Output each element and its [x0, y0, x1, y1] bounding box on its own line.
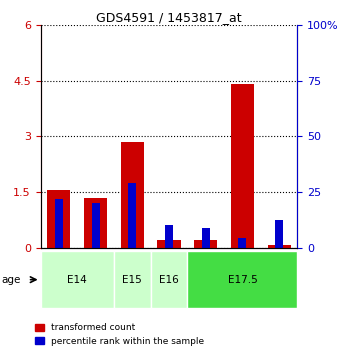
Bar — [202, 228, 210, 248]
Bar — [121, 142, 144, 248]
Title: GDS4591 / 1453817_at: GDS4591 / 1453817_at — [96, 11, 242, 24]
Bar — [84, 198, 107, 248]
FancyBboxPatch shape — [187, 251, 297, 308]
Legend: transformed count, percentile rank within the sample: transformed count, percentile rank withi… — [31, 320, 208, 349]
FancyBboxPatch shape — [114, 251, 151, 308]
Bar — [128, 183, 136, 248]
FancyBboxPatch shape — [151, 251, 187, 308]
Bar — [268, 245, 291, 248]
Bar — [55, 199, 63, 248]
Bar — [92, 203, 100, 248]
Text: E17.5: E17.5 — [227, 275, 257, 285]
Bar — [194, 240, 217, 248]
Text: E15: E15 — [122, 275, 142, 285]
Text: age: age — [1, 275, 20, 285]
Bar — [231, 84, 254, 248]
Bar — [158, 240, 180, 248]
Bar — [238, 238, 246, 248]
Bar — [47, 190, 70, 248]
FancyBboxPatch shape — [41, 251, 114, 308]
Text: E16: E16 — [159, 275, 179, 285]
Bar — [165, 225, 173, 248]
Bar — [275, 220, 283, 248]
Text: E14: E14 — [67, 275, 87, 285]
